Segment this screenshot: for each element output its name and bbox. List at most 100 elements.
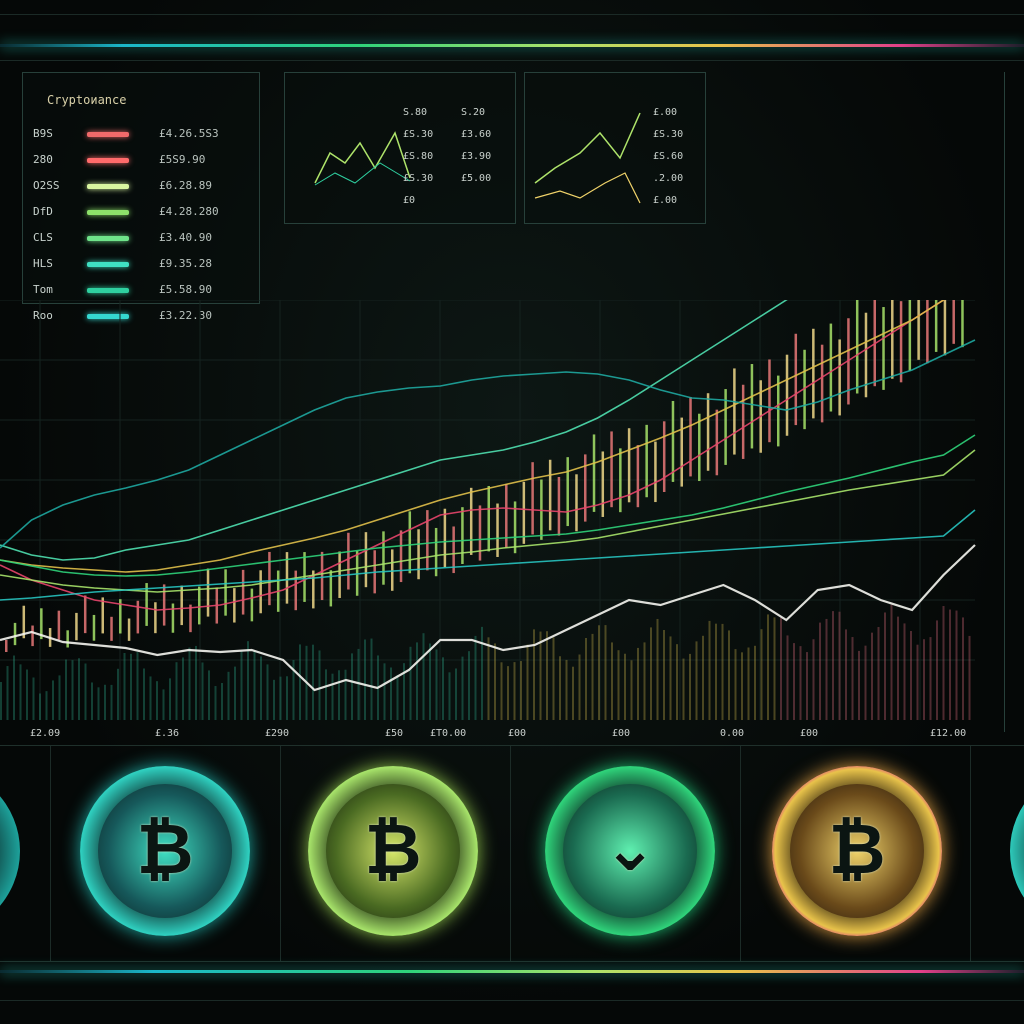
legend-row[interactable]: 280 £5S9.90 [33, 153, 253, 173]
volume-bar [26, 669, 28, 720]
x-tick-label: £290 [265, 728, 290, 739]
candle [522, 481, 526, 544]
candle [864, 312, 868, 398]
volume-bar [760, 629, 763, 720]
volume-bar [637, 647, 639, 720]
candle [820, 344, 824, 423]
legend-value: £6.28.89 [159, 179, 212, 192]
candle [294, 570, 297, 611]
volume-bar [773, 617, 776, 720]
volume-bar [812, 639, 815, 720]
candle [40, 608, 43, 640]
volume-bar [455, 668, 457, 720]
candle [101, 597, 104, 634]
candle [654, 441, 657, 503]
coin-divider [970, 746, 971, 961]
volume-bar [175, 662, 178, 720]
mini-chart-a [314, 131, 411, 186]
volume-bar [396, 674, 399, 720]
legend-code: CLS [33, 231, 53, 244]
volume-bar [13, 655, 15, 720]
candle [171, 603, 175, 633]
legend-row[interactable]: HLS £9.35.28 [33, 257, 253, 277]
mini-label: S.20 [461, 107, 486, 118]
x-tick-label: £00 [800, 728, 819, 739]
volume-bar [968, 635, 971, 720]
coin-partial-left[interactable] [0, 766, 20, 936]
x-tick-label: £.36 [155, 728, 180, 739]
candle [934, 300, 938, 352]
volume-bar [734, 649, 737, 720]
coin-partial-right[interactable] [1010, 766, 1024, 936]
volume-bar [572, 666, 574, 720]
volume-bar [754, 645, 756, 720]
candle [57, 610, 61, 640]
volume-bar [390, 667, 392, 720]
volume-bar [91, 682, 93, 720]
legend-swatch [87, 132, 129, 137]
volume-bar [845, 629, 847, 720]
candle [198, 586, 201, 625]
candle [505, 484, 508, 548]
candle [66, 630, 69, 648]
volume-bar [630, 660, 633, 720]
series-line [0, 449, 976, 593]
legend-row[interactable]: DfD £4.28.280 [33, 205, 253, 225]
candle [320, 551, 324, 601]
legend-row[interactable]: Tom £5.58.90 [33, 283, 253, 303]
candle [478, 505, 482, 561]
mini-label: £S.30 [653, 129, 684, 140]
x-tick-label: £12.00 [930, 728, 967, 739]
candle [119, 599, 122, 634]
candle [5, 640, 8, 652]
legend-row[interactable]: B9S £4.26.5S3 [33, 127, 253, 147]
candle [408, 511, 412, 574]
candle [584, 454, 587, 522]
candle [671, 400, 675, 482]
legend-row[interactable]: Roo £3.22.30 [33, 309, 253, 329]
candle [233, 588, 236, 623]
bitcoin-coin-2[interactable]: ₿ [308, 766, 478, 936]
bitcoin-coin-1[interactable]: ₿ [80, 766, 250, 936]
x-tick-label: £00 [612, 728, 631, 739]
volume-bar [767, 614, 769, 720]
legend-value: £9.35.28 [159, 257, 212, 270]
legend-value: £3.40.90 [159, 231, 212, 244]
x-tick-label: £50 [385, 728, 404, 739]
top-divider [0, 14, 1024, 15]
candle [750, 364, 754, 449]
volume-bar [260, 656, 262, 720]
candle [399, 530, 403, 583]
candle [426, 510, 429, 571]
candle [110, 616, 113, 641]
candle [891, 300, 894, 379]
legend-code: DfD [33, 205, 53, 218]
volume-bar [234, 666, 236, 720]
candle [127, 618, 131, 641]
legend-code: B9S [33, 127, 53, 140]
legend-row[interactable]: O2SS £6.28.89 [33, 179, 253, 199]
candle [601, 451, 605, 517]
right-scale-strip [1004, 72, 1024, 732]
candle [803, 349, 806, 430]
volume-bar [702, 635, 704, 720]
header-divider [0, 60, 1024, 61]
candle [531, 462, 534, 535]
volume-bar [84, 663, 87, 720]
volume-bar [97, 687, 100, 720]
volume-bar [149, 676, 152, 720]
mini-line-b2 [534, 172, 641, 204]
volume-bar [526, 644, 529, 720]
candle [741, 384, 745, 459]
volume-bar [656, 618, 659, 720]
candle [575, 474, 578, 532]
volume-bar [806, 652, 808, 720]
chevron-coin[interactable]: ⌄ [545, 766, 715, 936]
candle [338, 551, 341, 598]
volume-bar [0, 682, 2, 720]
volume-bar [468, 651, 470, 720]
legend-row[interactable]: CLS £3.40.90 [33, 231, 253, 251]
candle [329, 570, 333, 607]
bitcoin-coin-3[interactable]: ₿ [772, 766, 942, 936]
candle [689, 397, 692, 477]
